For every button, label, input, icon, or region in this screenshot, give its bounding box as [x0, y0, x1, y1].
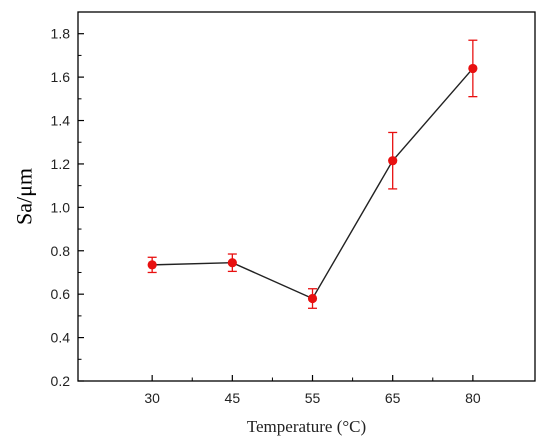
series-line-group [152, 67, 474, 300]
data-point [147, 260, 157, 270]
data-point [388, 156, 398, 166]
y-tick-label: 1.0 [51, 199, 71, 215]
y-axis-title: Sa/μm [12, 168, 37, 225]
x-tick-label: 80 [465, 390, 481, 406]
x-tick-label: 30 [144, 390, 160, 406]
x-axis-ticks: 30 45 55 65 80 [144, 375, 481, 406]
y-tick-label: 1.8 [51, 26, 71, 42]
error-bar-group [147, 39, 478, 309]
data-point [307, 293, 318, 304]
y-axis-ticks: 0.2 0.4 0.6 0.8 1.0 1.2 1.4 1.6 1.8 [51, 26, 84, 389]
y-tick-label: 1.4 [51, 113, 71, 129]
y-tick-label: 0.2 [51, 373, 71, 389]
data-point-group [147, 63, 478, 304]
data-point [468, 63, 478, 74]
x-tick-label: 45 [225, 390, 241, 406]
x-tick-label: 65 [385, 390, 401, 406]
data-point [227, 258, 237, 268]
x-axis-title: Temperature (°C) [247, 417, 366, 436]
y-tick-label: 0.6 [51, 286, 71, 302]
y-tick-label: 0.4 [51, 330, 71, 346]
y-tick-label: 1.2 [51, 156, 71, 172]
series-line [152, 67, 474, 300]
plot-frame [77, 11, 536, 382]
y-tick-label: 1.6 [51, 69, 71, 85]
y-tick-label: 0.8 [51, 243, 71, 259]
x-tick-label: 55 [305, 390, 321, 406]
